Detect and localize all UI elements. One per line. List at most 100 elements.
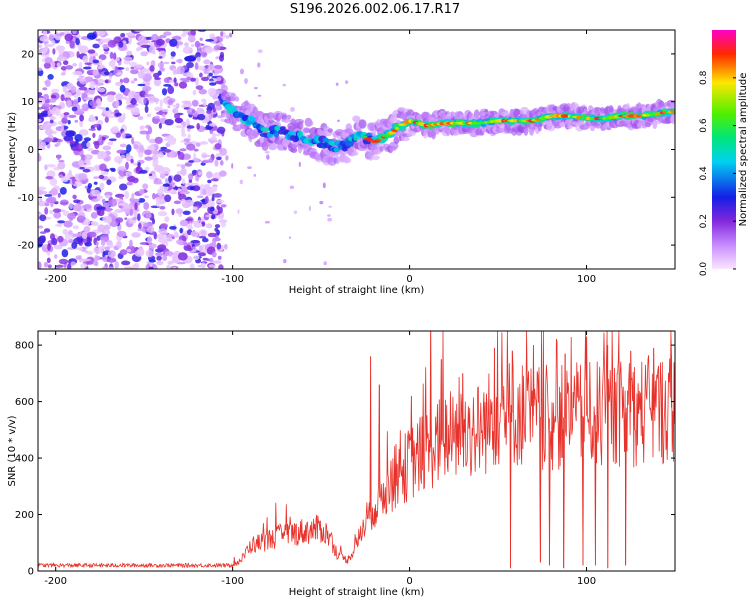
noise-blob [171, 236, 175, 240]
noise-blob [113, 52, 117, 60]
noise-blob [91, 198, 99, 203]
noise-blob [186, 125, 195, 129]
noise-blob [69, 138, 74, 145]
noise-blob [42, 30, 48, 37]
bottom-axes-frame [37, 330, 676, 572]
noise-blob [196, 122, 200, 130]
noise-blob [38, 200, 47, 207]
noise-blob [107, 242, 114, 249]
noise-blob [138, 198, 146, 203]
noise-blob [186, 62, 194, 69]
noise-blob [64, 33, 74, 42]
noise-blob [67, 212, 76, 220]
noise-blob [290, 107, 295, 112]
noise-blob [184, 42, 189, 47]
noise-blob [197, 113, 206, 121]
signal-halo [371, 155, 381, 161]
chart-title: S196.2026.002.06.17.R17 [289, 2, 461, 17]
noise-blob [62, 210, 70, 216]
noise-blob [65, 130, 75, 137]
noise-blob [61, 176, 69, 183]
noise-blob [57, 139, 63, 143]
noise-blob [51, 237, 58, 246]
signal-halo [297, 121, 304, 130]
y-tick-label: 0 [28, 145, 34, 156]
noise-blob [179, 148, 187, 152]
noise-blob [148, 173, 153, 177]
noise-blob [80, 263, 88, 269]
noise-blob [157, 188, 164, 197]
signal-halo [594, 124, 603, 129]
noise-blob [148, 259, 156, 263]
noise-blob [139, 169, 148, 174]
noise-blob [162, 183, 171, 187]
noise-blob [44, 127, 53, 136]
noise-blob [166, 238, 173, 242]
noise-blob [38, 188, 44, 196]
noise-blob [78, 247, 84, 251]
noise-blob [144, 149, 153, 156]
noise-blob [204, 196, 209, 204]
noise-blob [224, 243, 228, 250]
signal-halo [266, 112, 276, 119]
noise-blob [129, 61, 138, 67]
noise-blob [39, 196, 43, 202]
signal-halo [244, 100, 249, 107]
x-tick-label: -100 [221, 274, 244, 285]
noise-blob [146, 132, 150, 141]
noise-blob [181, 126, 185, 135]
noise-blob [58, 160, 65, 163]
noise-blob [125, 67, 130, 72]
noise-blob [140, 125, 146, 130]
noise-blob [107, 200, 118, 207]
signal-halo [652, 119, 658, 130]
noise-blob [137, 162, 141, 168]
noise-blob [204, 46, 214, 54]
noise-blob [177, 252, 188, 261]
noise-blob [134, 202, 138, 211]
x-tick-label: 100 [577, 274, 596, 285]
noise-blob [198, 235, 207, 239]
noise-blob [146, 61, 150, 66]
noise-blob [177, 58, 183, 64]
noise-blob [161, 113, 166, 118]
noise-blob [130, 80, 135, 84]
noise-blob [126, 104, 136, 108]
noise-blob [167, 85, 175, 95]
noise-blob [82, 204, 92, 209]
noise-blob [73, 199, 81, 204]
noise-blob [155, 252, 164, 256]
noise-blob [146, 225, 155, 233]
noise-blob [38, 235, 46, 244]
noise-blob [144, 105, 149, 114]
noise-blob [319, 200, 324, 205]
noise-blob [137, 83, 146, 87]
noise-blob [108, 138, 117, 142]
noise-blob [180, 167, 187, 176]
noise-blob [100, 239, 106, 246]
noise-blob [98, 134, 103, 143]
noise-blob [79, 114, 84, 122]
noise-blob [181, 104, 188, 108]
noise-blob [215, 56, 220, 60]
noise-blob [175, 125, 185, 129]
noise-blob [69, 40, 75, 49]
noise-blob [73, 233, 82, 237]
noise-blob [163, 61, 170, 65]
y-tick-label: 200 [15, 510, 34, 521]
noise-blob [95, 38, 101, 42]
noise-blob [73, 98, 78, 107]
noise-blob [43, 261, 49, 268]
noise-blob [98, 106, 106, 110]
colorbar-tick-label: 0.8 [699, 70, 709, 85]
noise-blob [157, 62, 165, 69]
signal-halo [372, 129, 377, 137]
noise-blob [108, 60, 116, 68]
noise-blob [145, 213, 152, 219]
noise-blob [139, 130, 149, 135]
signal-halo [344, 157, 352, 164]
noise-blob [44, 202, 50, 207]
noise-blob [288, 236, 291, 239]
noise-blob [158, 56, 163, 59]
noise-blob [126, 144, 132, 153]
